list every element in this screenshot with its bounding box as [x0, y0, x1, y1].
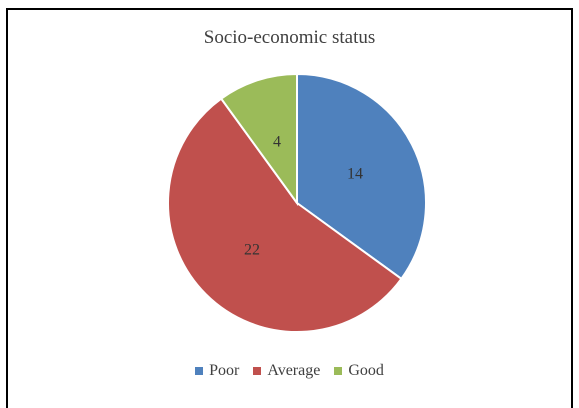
pie-slice-good — [219, 72, 298, 207]
legend-item-good: Good — [334, 362, 384, 380]
pie-slice-poor — [296, 72, 427, 281]
pie-slice-average — [167, 97, 403, 333]
legend-swatch-average — [253, 367, 262, 375]
data-label-average: 22 — [244, 242, 260, 259]
legend-label-poor: Poor — [209, 362, 240, 379]
pie-chart: 14 22 4 — [167, 72, 427, 333]
legend-label-average: Average — [267, 362, 321, 379]
legend-label-good: Good — [348, 362, 384, 379]
data-label-good: 4 — [273, 134, 281, 151]
legend-item-poor: Poor — [195, 362, 239, 380]
data-label-poor: 14 — [347, 166, 363, 183]
legend-item-average: Average — [253, 362, 320, 380]
chart-title: Socio-economic status — [203, 27, 376, 48]
legend-swatch-poor — [195, 367, 204, 375]
legend-swatch-good — [334, 367, 343, 375]
legend: Poor Average Good — [0, 362, 579, 380]
chart-frame — [6, 8, 573, 408]
